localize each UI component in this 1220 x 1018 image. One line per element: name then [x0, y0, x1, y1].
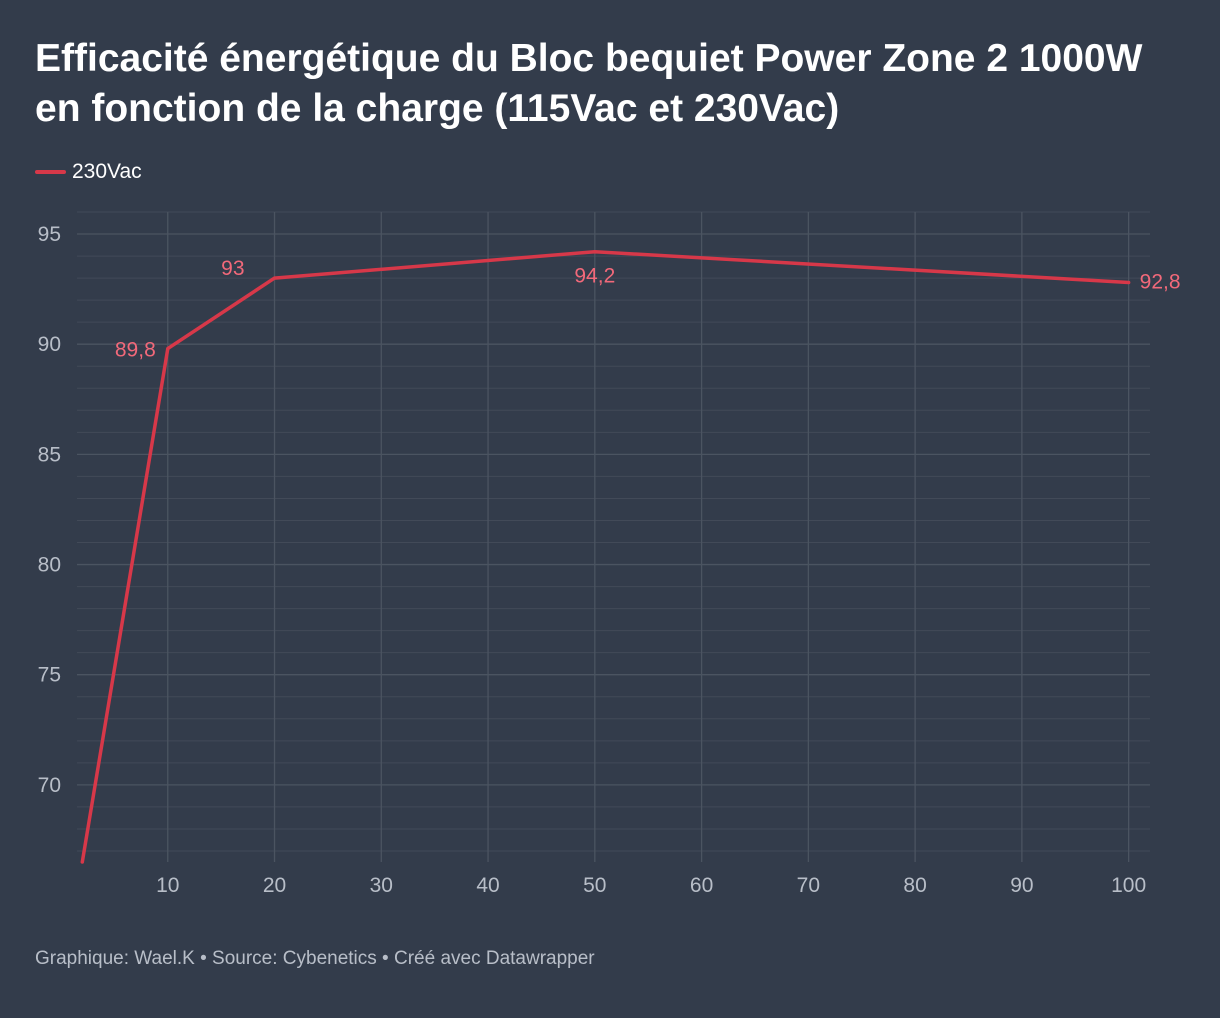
data-labels: 89,8 93 94,2 92,8 [115, 257, 1181, 362]
y-tick-label: 90 [38, 333, 61, 356]
data-point [80, 860, 84, 864]
x-tick-label: 30 [370, 874, 393, 897]
data-label: 92,8 [1140, 271, 1181, 294]
x-tick-label: 50 [583, 874, 606, 897]
x-tick-label: 70 [797, 874, 820, 897]
data-point [1127, 281, 1131, 285]
data-label: 94,2 [574, 265, 615, 288]
y-axis-ticks: 70 75 80 85 90 95 [38, 223, 61, 797]
x-tick-label: 80 [903, 874, 926, 897]
legend-label-230vac: 230Vac [72, 160, 142, 183]
data-point [273, 276, 277, 280]
legend-swatch-230vac [35, 170, 66, 174]
x-tick-label: 60 [690, 874, 713, 897]
series-line-230vac [80, 249, 1131, 864]
x-tick-label: 20 [263, 874, 286, 897]
y-tick-label: 70 [38, 774, 61, 797]
x-tick-label: 10 [156, 874, 179, 897]
data-label: 93 [221, 257, 244, 280]
x-tick-label: 90 [1010, 874, 1033, 897]
major-gridlines [77, 212, 1150, 862]
series-layer [80, 249, 1131, 864]
x-tick-label: 40 [476, 874, 499, 897]
legend: 230Vac [35, 160, 142, 184]
data-point [166, 347, 170, 351]
y-tick-label: 95 [38, 223, 61, 246]
x-tick-label: 100 [1111, 874, 1146, 897]
y-tick-label: 75 [38, 664, 61, 687]
y-tick-label: 85 [38, 443, 61, 466]
data-label: 89,8 [115, 339, 156, 362]
y-tick-label: 80 [38, 554, 61, 577]
x-axis-ticks: 10 20 30 40 50 60 70 80 90 100 [156, 874, 1146, 897]
data-point [593, 250, 597, 254]
minor-gridlines [77, 211, 1150, 852]
footer-credit: Graphique: Wael.K • Source: Cybenetics •… [35, 948, 595, 969]
chart-title: Efficacité énergétique du Bloc bequiet P… [35, 37, 1143, 130]
